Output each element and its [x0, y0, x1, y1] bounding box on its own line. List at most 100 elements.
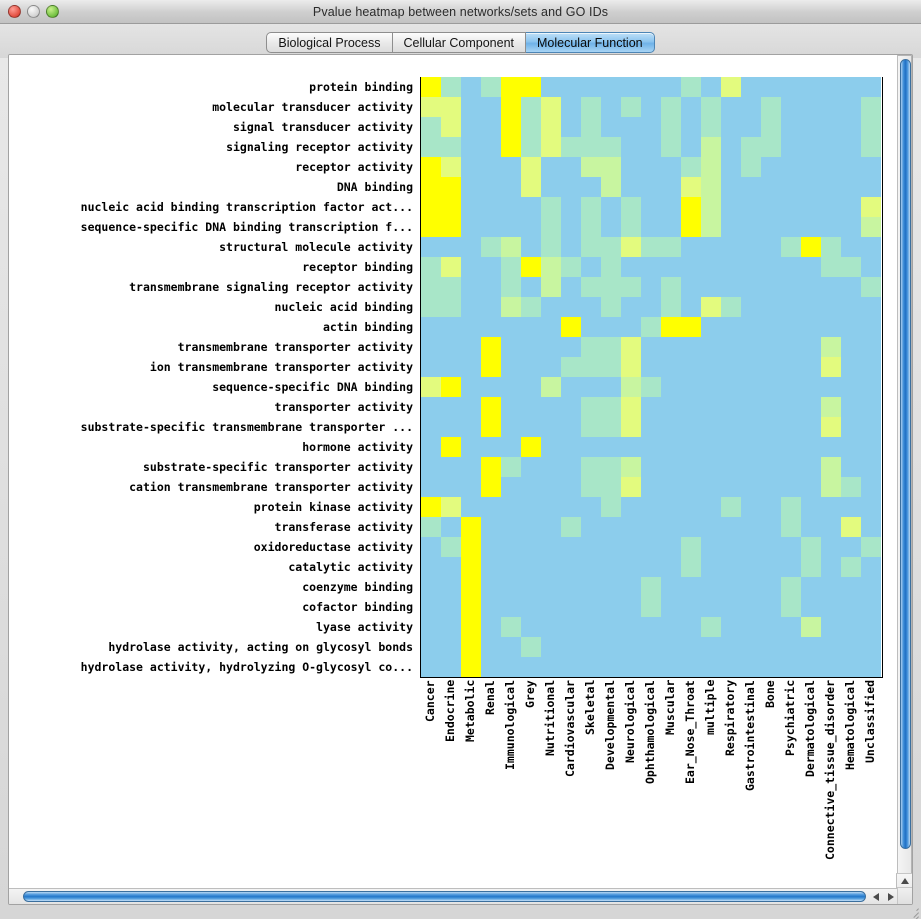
heatmap-cell[interactable] [421, 517, 441, 537]
heatmap-cell[interactable] [621, 77, 641, 97]
heatmap-cell[interactable] [781, 357, 801, 377]
heatmap-cell[interactable] [481, 217, 501, 237]
heatmap-cell[interactable] [841, 237, 861, 257]
heatmap-cell[interactable] [481, 597, 501, 617]
heatmap-cell[interactable] [781, 577, 801, 597]
scroll-up-icon[interactable] [897, 878, 912, 884]
heatmap-cell[interactable] [861, 557, 881, 577]
heatmap-cell[interactable] [701, 437, 721, 457]
heatmap-cell[interactable] [721, 317, 741, 337]
heatmap-cell[interactable] [501, 417, 521, 437]
heatmap-cell[interactable] [601, 657, 621, 677]
heatmap-cell[interactable] [481, 177, 501, 197]
heatmap-cell[interactable] [561, 357, 581, 377]
heatmap-cell[interactable] [721, 377, 741, 397]
heatmap-cell[interactable] [761, 517, 781, 537]
heatmap-cell[interactable] [761, 537, 781, 557]
heatmap-cell[interactable] [601, 477, 621, 497]
heatmap-cell[interactable] [761, 337, 781, 357]
heatmap-cell[interactable] [561, 237, 581, 257]
heatmap-cell[interactable] [441, 537, 461, 557]
heatmap-cell[interactable] [821, 437, 841, 457]
tab-biological-process[interactable]: Biological Process [266, 31, 393, 53]
heatmap-cell[interactable] [801, 237, 821, 257]
heatmap-cell[interactable] [681, 597, 701, 617]
heatmap-cell[interactable] [441, 417, 461, 437]
heatmap-cell[interactable] [481, 577, 501, 597]
heatmap-cell[interactable] [421, 397, 441, 417]
heatmap-cell[interactable] [501, 297, 521, 317]
heatmap-cell[interactable] [561, 497, 581, 517]
heatmap-cell[interactable] [801, 97, 821, 117]
heatmap-cell[interactable] [781, 377, 801, 397]
heatmap-cell[interactable] [781, 277, 801, 297]
heatmap-cell[interactable] [781, 417, 801, 437]
heatmap-cell[interactable] [561, 97, 581, 117]
heatmap-cell[interactable] [681, 297, 701, 317]
heatmap-cell[interactable] [641, 77, 661, 97]
heatmap-cell[interactable] [681, 277, 701, 297]
heatmap-cell[interactable] [801, 577, 821, 597]
heatmap-cell[interactable] [761, 157, 781, 177]
heatmap-cell[interactable] [501, 457, 521, 477]
heatmap-cell[interactable] [481, 277, 501, 297]
heatmap-cell[interactable] [721, 357, 741, 377]
heatmap-cell[interactable] [541, 497, 561, 517]
heatmap-cell[interactable] [741, 457, 761, 477]
heatmap-cell[interactable] [801, 177, 821, 197]
heatmap-cell[interactable] [861, 97, 881, 117]
heatmap-cell[interactable] [661, 617, 681, 637]
heatmap-cell[interactable] [681, 217, 701, 237]
heatmap-cell[interactable] [741, 137, 761, 157]
heatmap-cell[interactable] [841, 117, 861, 137]
heatmap-cell[interactable] [461, 277, 481, 297]
heatmap-cell[interactable] [441, 397, 461, 417]
heatmap-cell[interactable] [861, 197, 881, 217]
heatmap-cell[interactable] [701, 657, 721, 677]
heatmap-cell[interactable] [441, 117, 461, 137]
heatmap-cell[interactable] [521, 317, 541, 337]
heatmap-cell[interactable] [581, 397, 601, 417]
heatmap-cell[interactable] [621, 497, 641, 517]
heatmap-cell[interactable] [761, 257, 781, 277]
heatmap-cell[interactable] [701, 477, 721, 497]
heatmap-cell[interactable] [741, 157, 761, 177]
heatmap-cell[interactable] [861, 297, 881, 317]
heatmap-cell[interactable] [821, 557, 841, 577]
heatmap-cell[interactable] [821, 397, 841, 417]
heatmap-cell[interactable] [761, 637, 781, 657]
heatmap-cell[interactable] [701, 597, 721, 617]
heatmap-cell[interactable] [781, 457, 801, 477]
heatmap-cell[interactable] [601, 297, 621, 317]
heatmap-cell[interactable] [501, 137, 521, 157]
heatmap-cell[interactable] [861, 417, 881, 437]
heatmap-cell[interactable] [521, 377, 541, 397]
heatmap-cell[interactable] [801, 137, 821, 157]
heatmap-cell[interactable] [461, 457, 481, 477]
heatmap-cell[interactable] [841, 657, 861, 677]
heatmap-cell[interactable] [481, 117, 501, 137]
heatmap-cell[interactable] [521, 177, 541, 197]
heatmap-cell[interactable] [501, 277, 521, 297]
heatmap-cell[interactable] [541, 477, 561, 497]
heatmap-cell[interactable] [681, 317, 701, 337]
heatmap-cell[interactable] [601, 497, 621, 517]
heatmap-cell[interactable] [761, 317, 781, 337]
heatmap-cell[interactable] [821, 317, 841, 337]
heatmap-cell[interactable] [621, 517, 641, 537]
heatmap-cell[interactable] [521, 357, 541, 377]
heatmap-cell[interactable] [661, 397, 681, 417]
heatmap-cell[interactable] [481, 317, 501, 337]
heatmap-cell[interactable] [841, 157, 861, 177]
heatmap-cell[interactable] [761, 237, 781, 257]
heatmap-cell[interactable] [481, 497, 501, 517]
heatmap-cell[interactable] [841, 337, 861, 357]
heatmap-cell[interactable] [701, 617, 721, 637]
heatmap-cell[interactable] [601, 137, 621, 157]
heatmap-cell[interactable] [701, 397, 721, 417]
heatmap-cell[interactable] [721, 77, 741, 97]
heatmap-cell[interactable] [701, 357, 721, 377]
heatmap-cell[interactable] [501, 517, 521, 537]
heatmap-cell[interactable] [541, 237, 561, 257]
heatmap-cell[interactable] [841, 417, 861, 437]
